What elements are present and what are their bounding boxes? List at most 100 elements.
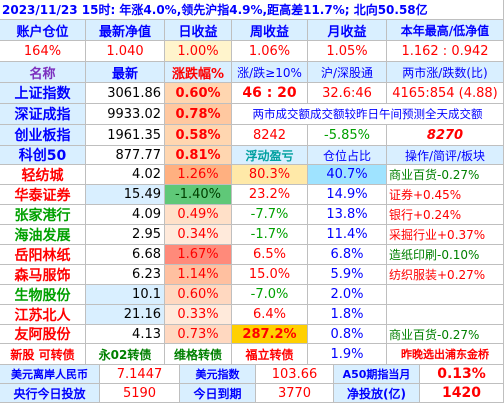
turnover-amount: 8242 <box>232 125 308 146</box>
index-row: 上证指数 3061.86 0.60% 46 : 20 32.6:46 4165:… <box>0 83 504 104</box>
stock-position: 6.8% <box>308 245 387 265</box>
stock-pnl: 6.4% <box>232 305 308 325</box>
index-row: 深证成指 9933.02 0.78% 两市成交额成交额较昨日午间预测全天成交额 <box>0 104 504 125</box>
header-operation-note: 操作/简评/板块 <box>387 146 504 165</box>
stock-name: 海油发展 <box>0 225 86 245</box>
stock-name: 张家港行 <box>0 205 86 225</box>
stock-latest: 21.16 <box>86 305 165 325</box>
account-values-row: 164% 1.040 1.00% 1.06% 1.05% 1.162 : 0.9… <box>0 41 504 62</box>
stock-latest: 15.49 <box>86 185 165 205</box>
pboc-row: 央行今日投放 5190 今日到期 3770 净投放(亿) 1420 <box>0 384 504 403</box>
a50-value: 0.13% <box>420 365 504 384</box>
stock-row: 海油发展 2.95 0.34% -1.7% 11.4% 采掘行业+0.37% <box>0 225 504 245</box>
stock-pnl: -7.0% <box>232 285 308 305</box>
header-limit-count: 涨/跌≥10% <box>232 62 308 83</box>
stock-position: 2.0% <box>308 285 387 305</box>
stock-position: 5.9% <box>308 265 387 285</box>
stock-row: 生物股份 10.1 0.60% -7.0% 2.0% <box>0 285 504 305</box>
header-connect: 沪/深股通 <box>308 62 387 83</box>
header-year-range: 本年最高/低净值 <box>387 20 504 41</box>
dxy-label: 美元指数 <box>180 365 256 384</box>
dxy-value: 103.66 <box>256 365 334 384</box>
stock-name: 华泰证券 <box>0 185 86 205</box>
header-latest: 最新 <box>86 62 165 83</box>
stock-name: 岳阳林纸 <box>0 245 86 265</box>
stock-pnl: -1.7% <box>232 225 308 245</box>
stock-latest: 2.95 <box>86 225 165 245</box>
connect-flow: 32.6:46 <box>308 83 387 104</box>
account-header-row: 账户仓位 最新净值 日收益 周收益 月收益 本年最高/低净值 <box>0 20 504 41</box>
header-change: 涨跌幅% <box>165 62 232 83</box>
value-position: 164% <box>0 41 86 62</box>
stock-change: 1.14% <box>165 265 232 285</box>
stock-change: 1.67% <box>165 245 232 265</box>
stock-change: -1.40% <box>165 185 232 205</box>
index-latest: 1961.35 <box>86 125 165 146</box>
top-status-text: 2023/11/23 15时: 年涨4.0%,领先沪指4.9%,距高差11.7%… <box>0 0 504 20</box>
turnover-caption: 两市成交额成交额较昨日午间预测全天成交额 <box>232 104 504 125</box>
header-breadth: 两市涨/跌数(比) <box>387 62 504 83</box>
stock-pnl: 6.5% <box>232 245 308 265</box>
stock-note: 采掘行业+0.37% <box>387 225 504 245</box>
stock-note <box>387 285 504 305</box>
stock-name: 轻纺城 <box>0 165 86 185</box>
index-row: 创业板指 1961.35 0.58% 8242 -5.85% 8270 <box>0 125 504 146</box>
convertible-row: 新股 可转债 永02转债 维格转债 福立转债 1.9% 昨晚选出浦东金桥 <box>0 344 504 365</box>
fx-row: 美元离岸人民币 7.1447 美元指数 103.66 A50期指当月 0.13% <box>0 365 504 384</box>
value-year-range: 1.162 : 0.942 <box>387 41 504 62</box>
value-nav: 1.040 <box>86 41 165 62</box>
index-latest: 877.77 <box>86 146 165 165</box>
limit-count: 46 : 20 <box>232 83 308 104</box>
stock-latest: 4.13 <box>86 325 165 344</box>
bond-1: 永02转债 <box>86 344 165 365</box>
index-latest: 3061.86 <box>86 83 165 104</box>
stock-pnl: 15.0% <box>232 265 308 285</box>
index-change: 0.60% <box>165 83 232 104</box>
stock-row: 友阿股份 4.13 0.73% 287.2% 0.8% 商业百货-0.27% <box>0 325 504 344</box>
index-name: 科创50 <box>0 146 86 165</box>
stock-name: 生物股份 <box>0 285 86 305</box>
screening-note: 昨晚选出浦东金桥 <box>387 344 504 365</box>
maturity-value: 3770 <box>256 384 334 403</box>
bond-2: 维格转债 <box>165 344 232 365</box>
stock-row: 森马服饰 6.23 1.14% 15.0% 5.9% 纺织服装+0.27% <box>0 265 504 285</box>
pboc-injection-value: 5190 <box>100 384 180 403</box>
bond-position: 1.9% <box>308 344 387 365</box>
fx-value: 7.1447 <box>100 365 180 384</box>
header-weekly: 周收益 <box>232 20 308 41</box>
index-name: 创业板指 <box>0 125 86 146</box>
stock-name: 江苏北人 <box>0 305 86 325</box>
breadth-ratio: 4165:854 (4.88) <box>387 83 504 104</box>
stock-change: 0.33% <box>165 305 232 325</box>
header-daily: 日收益 <box>165 20 232 41</box>
stock-note <box>387 305 504 325</box>
stock-pnl: 80.3% <box>232 165 308 185</box>
stock-row: 江苏北人 21.16 0.33% 6.4% 1.8% <box>0 305 504 325</box>
stock-pnl: -7.7% <box>232 205 308 225</box>
value-monthly: 1.05% <box>308 41 387 62</box>
pboc-injection-label: 央行今日投放 <box>0 384 100 403</box>
stock-latest: 4.02 <box>86 165 165 185</box>
header-position-share: 仓位占比 <box>308 146 387 165</box>
index-name: 深证成指 <box>0 104 86 125</box>
index-change: 0.58% <box>165 125 232 146</box>
stock-position: 0.8% <box>308 325 387 344</box>
stock-change: 0.73% <box>165 325 232 344</box>
net-injection-value: 1420 <box>420 384 504 403</box>
header-name: 名称 <box>0 62 86 83</box>
stock-name: 友阿股份 <box>0 325 86 344</box>
stock-note: 商业百货-0.27% <box>387 325 504 344</box>
stock-change: 0.34% <box>165 225 232 245</box>
value-weekly: 1.06% <box>232 41 308 62</box>
index-latest: 9933.02 <box>86 104 165 125</box>
index-name: 上证指数 <box>0 83 86 104</box>
stock-note: 造纸印刷-0.10% <box>387 245 504 265</box>
stock-note: 证券+0.45% <box>387 185 504 205</box>
stock-position: 11.4% <box>308 225 387 245</box>
stock-pnl: 287.2% <box>232 325 308 344</box>
stock-row: 岳阳林纸 6.68 1.67% 6.5% 6.8% 造纸印刷-0.10% <box>0 245 504 265</box>
stock-change: 1.26% <box>165 165 232 185</box>
bond-3: 福立转债 <box>232 344 308 365</box>
turnover-forecast: 8270 <box>387 125 504 146</box>
